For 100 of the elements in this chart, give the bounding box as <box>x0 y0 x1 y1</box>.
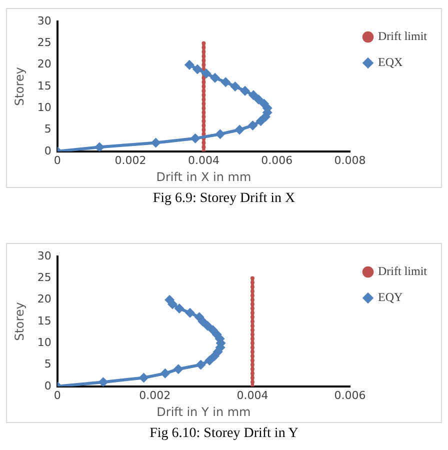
x-tick-label: 0 <box>54 388 61 402</box>
point <box>202 110 206 114</box>
point <box>250 315 254 320</box>
point <box>250 289 254 294</box>
x-tick-label: 0.004 <box>236 388 268 402</box>
y-tick-label: 10 <box>37 336 52 349</box>
y-tick-label: 15 <box>37 314 52 328</box>
y-tick-label: 30 <box>37 249 52 262</box>
point <box>194 312 204 322</box>
y-tick-label: 25 <box>37 271 52 284</box>
point <box>202 119 206 124</box>
point <box>202 114 206 119</box>
point <box>234 124 245 135</box>
point <box>254 94 264 104</box>
point <box>202 128 206 132</box>
y-axis-title: Storey <box>12 302 26 341</box>
point <box>98 377 108 386</box>
point <box>138 372 149 383</box>
point <box>202 58 206 63</box>
point <box>230 82 240 92</box>
point <box>202 145 206 150</box>
point <box>202 320 213 331</box>
point <box>202 62 206 67</box>
point <box>94 142 104 152</box>
point <box>160 368 170 378</box>
point <box>250 302 254 306</box>
legend-label: Drift limit <box>378 264 428 278</box>
y-tick-label: 5 <box>44 122 52 136</box>
x-axis-title: Drift in X in mm <box>156 170 252 184</box>
point <box>250 350 254 354</box>
point <box>250 324 254 328</box>
point <box>250 354 254 358</box>
caption: Fig 6.9: Storey Drift in X <box>152 191 296 208</box>
point <box>248 120 258 130</box>
point <box>190 133 200 144</box>
point <box>250 310 254 315</box>
y-tick-label: 5 <box>44 358 52 371</box>
point <box>250 284 254 289</box>
point <box>174 304 184 314</box>
legend-label: EQY <box>378 290 403 304</box>
point <box>208 325 218 336</box>
point <box>250 336 254 341</box>
point <box>202 97 206 102</box>
point <box>202 54 206 58</box>
caption: Fig 6.10: Storey Drift in Y <box>148 426 300 443</box>
point <box>201 68 212 79</box>
x-tick-label: 0.006 <box>261 154 293 167</box>
point <box>150 138 161 148</box>
point <box>185 308 196 318</box>
point <box>210 72 220 83</box>
point <box>250 376 254 380</box>
point <box>204 355 215 366</box>
point <box>184 60 194 70</box>
x-tick-label: 0.004 <box>188 154 220 167</box>
point <box>202 102 206 106</box>
point <box>250 380 254 384</box>
point <box>202 123 206 128</box>
x-tick-label: 0.002 <box>114 154 146 167</box>
legend-label: Drift limit <box>378 29 428 44</box>
point <box>220 77 231 88</box>
point <box>259 98 270 109</box>
point <box>202 132 206 136</box>
point <box>202 50 206 54</box>
point <box>202 46 206 50</box>
point <box>250 367 254 372</box>
x-tick-label: 0.008 <box>334 154 366 167</box>
point <box>256 116 266 126</box>
x-tick-label: 0.002 <box>139 388 171 402</box>
x-tick-label: 0 <box>54 154 61 167</box>
point <box>192 64 202 74</box>
point <box>202 41 206 46</box>
point <box>248 90 258 100</box>
point <box>250 298 254 302</box>
y-tick-label: 25 <box>37 36 52 50</box>
y-tick-label: 15 <box>37 79 52 92</box>
point <box>250 328 254 332</box>
y-tick-label: 0 <box>44 379 52 392</box>
x-axis-title: Drift in Y in mm <box>156 404 251 419</box>
y-tick-label: 20 <box>37 292 52 306</box>
point <box>240 86 250 96</box>
point <box>215 129 226 140</box>
point <box>250 341 254 346</box>
y-axis-title: Storey <box>12 67 26 106</box>
legend-label: EQX <box>378 55 403 70</box>
y-tick-label: 30 <box>37 14 52 28</box>
point <box>202 140 206 145</box>
point <box>250 276 254 280</box>
point <box>202 93 206 98</box>
point <box>202 76 206 80</box>
point <box>202 106 206 110</box>
point <box>202 80 206 84</box>
point <box>173 364 184 374</box>
point <box>250 371 254 376</box>
x-tick-label: 0.006 <box>334 388 366 402</box>
point <box>196 360 206 370</box>
point <box>250 362 254 367</box>
y-tick-label: 20 <box>37 58 52 71</box>
y-tick-label: 0 <box>44 144 52 158</box>
point <box>164 294 175 305</box>
point <box>202 88 206 93</box>
